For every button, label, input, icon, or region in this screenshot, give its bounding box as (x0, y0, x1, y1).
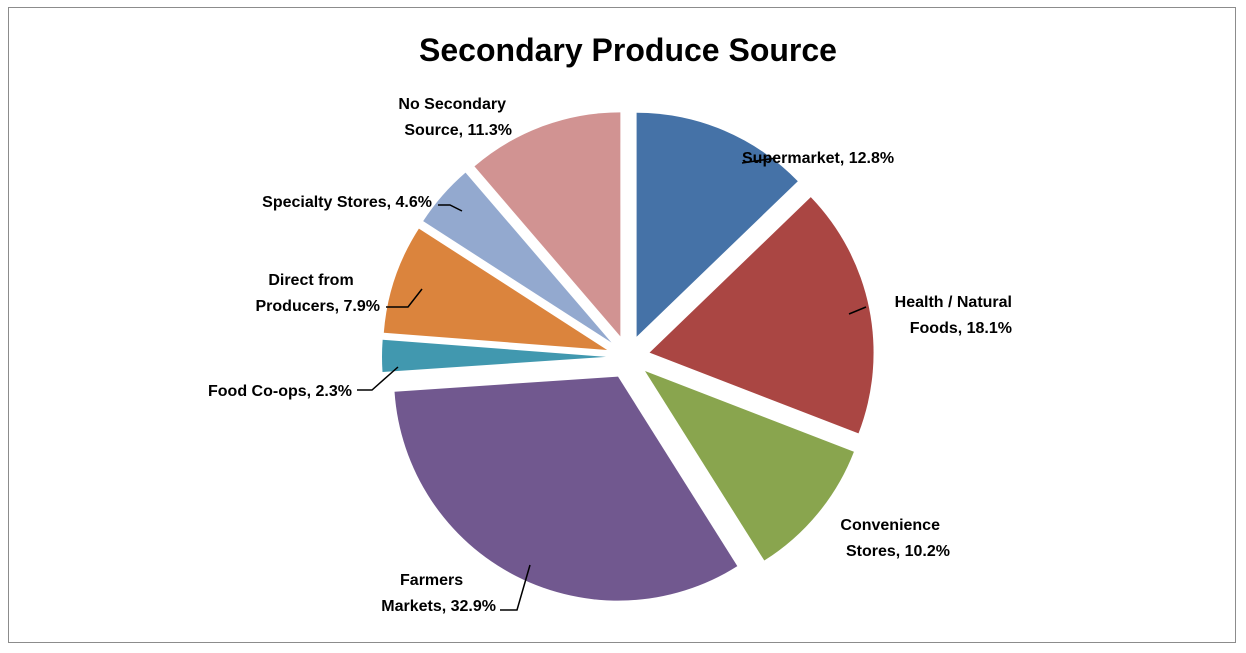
pie-slices (382, 112, 874, 601)
pie-slice-specialty-stores (423, 172, 612, 343)
data-label: Farmers Markets, 32.9% (381, 572, 496, 615)
data-label: Direct from Producers, 7.9% (256, 272, 381, 315)
pie-slice-farmers-markets (394, 376, 738, 601)
leader-line (438, 204, 463, 212)
leader-line (386, 288, 423, 308)
data-label: Health / Natural Foods, 18.1% (895, 294, 1012, 337)
pie-slice-direct-from-producers (383, 228, 608, 350)
leader-line (500, 564, 531, 611)
pie-slice-food-co-ops (382, 339, 607, 372)
chart-title: Secondary Produce Source (419, 32, 837, 68)
data-labels: Supermarket, 12.8% Health / Natural Foods,… (208, 96, 1012, 615)
data-label: Specialty Stores, 4.6% (262, 194, 432, 211)
leader-line (741, 157, 777, 164)
pie-slice-supermarket (636, 112, 798, 337)
leader-lines (357, 157, 867, 611)
data-label: Convenience Stores, 10.2% (840, 517, 950, 560)
data-label: Supermarket, 12.8% (742, 150, 894, 167)
leader-line (848, 306, 867, 315)
pie-slice-no-secondary-source (474, 112, 621, 337)
pie-slice-health-natural-foods (649, 197, 874, 434)
data-label: Food Co-ops, 2.3% (208, 383, 352, 400)
pie-slice-convenience-stores (644, 370, 854, 561)
leader-line (357, 366, 399, 391)
data-label: No Secondary Source, 11.3% (398, 96, 512, 139)
